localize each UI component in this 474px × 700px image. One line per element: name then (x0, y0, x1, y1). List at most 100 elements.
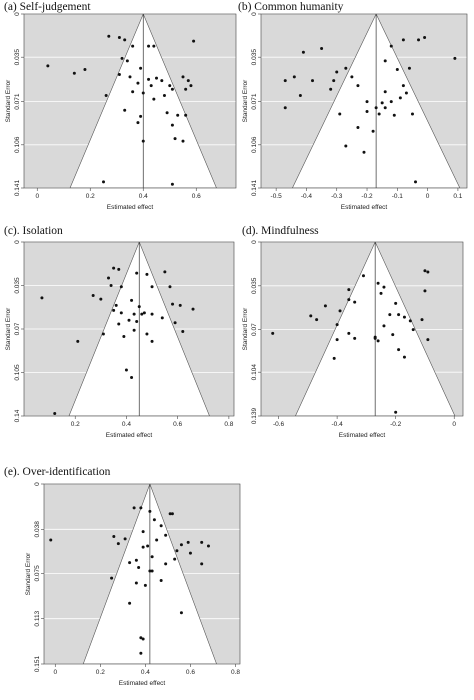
panel-2-point (371, 129, 375, 133)
panel-4-point (338, 309, 342, 313)
panel-5-point (175, 549, 179, 553)
panel-4-point (423, 289, 427, 293)
panel-2-y-tick-label: 0.071 (251, 93, 258, 110)
panel-1-point (123, 38, 127, 42)
panel-4-point (347, 298, 351, 302)
panel-5-point (200, 540, 204, 544)
panel-1-point (147, 77, 151, 81)
panel-1-point (120, 56, 124, 60)
panel-5-point (143, 583, 147, 587)
panel-4-y-tick-label: 0.035 (251, 277, 258, 294)
panel-1-title: (a) Self-judgement (4, 1, 91, 13)
panel-5-point (150, 555, 154, 559)
panel-2-x-tick-label: -0.1 (392, 193, 404, 200)
panel-4-point (353, 300, 357, 304)
panel-3-x-tick-label: 0.8 (224, 421, 233, 428)
panel-3-point (99, 297, 103, 301)
panel-5-point (141, 530, 145, 534)
panel-2-point (335, 70, 339, 74)
panel-4-y-tick-label: 0.07 (251, 323, 258, 336)
panel-2-point (362, 150, 366, 154)
panel-2-point (292, 75, 296, 79)
panel-1-point (147, 44, 151, 48)
panel-3-point (140, 312, 144, 316)
panel-2-point (283, 106, 287, 110)
panel-2-point (383, 90, 387, 94)
panel-5-point (206, 544, 210, 548)
panel-3-point (122, 334, 126, 338)
panel-3-y-tick-label: 0 (14, 240, 21, 244)
panel-2-point (383, 59, 387, 63)
panel-2-x-tick-label: -0.3 (331, 193, 343, 200)
panel-4-x-axis-label: Estimated effect (339, 432, 386, 439)
panel-2-point (329, 87, 333, 91)
panel-3-point (127, 318, 131, 322)
panel-4-point (361, 274, 365, 278)
panel-4-point (315, 318, 319, 322)
panel-4-point (397, 348, 401, 352)
panel-3-point (135, 320, 139, 324)
panel-3-point (168, 285, 172, 289)
panel-1-point (139, 66, 143, 70)
panel-4-x-tick-label: -0.6 (273, 421, 285, 428)
panel-4-frame (260, 241, 464, 417)
panel-2-point (401, 84, 405, 88)
panel-2-point (356, 84, 360, 88)
panel-2-x-tick-label: -0.2 (361, 193, 373, 200)
panel-1-point (160, 79, 164, 83)
panel-3-point (107, 276, 111, 280)
panel-5-point (146, 544, 150, 548)
panel-4-point (323, 304, 327, 308)
panel-3-point (112, 308, 116, 312)
panel-3-x-tick-label: 0.2 (71, 421, 80, 428)
panel-3-point (119, 311, 123, 315)
panel-5-frame (43, 483, 241, 665)
panel-1-x-tick-label: 0 (35, 193, 39, 200)
panel-1-point (117, 72, 121, 76)
panel-2-y-axis-label: Standard Error (242, 79, 249, 122)
panel-1-point (181, 139, 185, 143)
panel-5-point (110, 576, 114, 580)
panel-4-point (420, 318, 424, 322)
panel-4-point (382, 285, 386, 289)
panel-1-point (131, 44, 135, 48)
panel-5-x-tick-label: 0.4 (141, 669, 150, 676)
panel-5-point (159, 579, 163, 583)
panel-2-point (392, 113, 396, 117)
panel-5-point (173, 557, 177, 561)
panel-5-point (164, 562, 168, 566)
panel-3-x-tick-label: 0.4 (122, 421, 131, 428)
panel-1-point (141, 139, 145, 143)
panel-3-point (181, 329, 185, 333)
panel-5-x-tick-label: 0 (53, 669, 57, 676)
panel-3-point (150, 312, 154, 316)
panel-5-x-tick-label: 0.8 (231, 669, 240, 676)
panel-3-point (109, 284, 113, 287)
panel-4-point (347, 331, 351, 335)
panel-5: (e). Over-identification 0 0.2 0.4 0.6 0.8 0 0.… (4, 466, 240, 687)
panel-1-point (123, 108, 127, 112)
panel-5-point (139, 636, 143, 640)
panel-3-point (117, 322, 121, 326)
panel-5-y-tick-label: 0 (34, 482, 41, 486)
panel-3-point (178, 303, 182, 307)
panel-2-point (423, 35, 427, 39)
panel-2-x-tick-label: -0.4 (301, 193, 313, 200)
panel-2-point (283, 79, 287, 83)
panel-2-frame (260, 13, 468, 189)
panel-5-point (168, 512, 172, 516)
panel-4-point (309, 314, 313, 318)
panel-1-point (136, 121, 140, 125)
panel-1-point (168, 84, 172, 88)
panel-4-x-tick-label: 0 (452, 421, 456, 428)
panel-3-x-axis-label: Estimated effect (106, 432, 153, 439)
panel-1-point (165, 111, 169, 115)
panel-2: (b) Common humanity -0.5 -0.4 -0.3 -0.2 -0.1 0… (238, 1, 468, 211)
panel-5-point (179, 611, 183, 615)
panel-4-point (332, 356, 336, 360)
panel-1-point (107, 34, 111, 38)
panel-4-point (382, 324, 386, 328)
panel-4-point (376, 339, 380, 343)
panel-4-point (402, 355, 406, 359)
